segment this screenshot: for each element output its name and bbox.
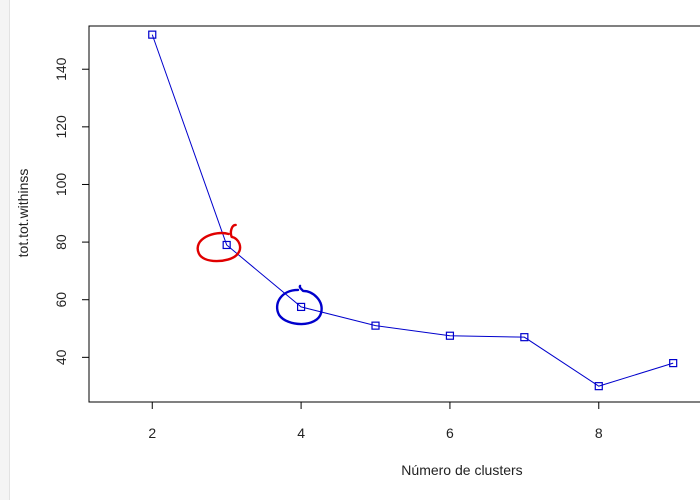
annotations (196, 223, 323, 326)
y-tick-label-80: 80 (53, 234, 69, 250)
y-axis-title: tot.tot.withinss (15, 169, 31, 258)
data-point-k7 (520, 333, 529, 342)
y-tick-label-140: 140 (53, 57, 69, 81)
data-point-k3 (222, 240, 231, 250)
y-tick-label-120: 120 (53, 115, 69, 139)
data-point-k4 (296, 302, 306, 312)
data-point-k5 (371, 321, 380, 330)
x-tick-label-6: 6 (446, 425, 454, 441)
data-point-k6 (445, 331, 455, 340)
x-axis-title: Número de clusters (401, 462, 522, 478)
x-tick-label-2: 2 (148, 425, 156, 441)
x-axis: 2 4 6 8 (148, 402, 603, 441)
series-line (151, 34, 674, 387)
x-tick-label-8: 8 (595, 425, 603, 441)
y-tick-label-60: 60 (53, 292, 69, 308)
data-point-k9 (669, 359, 678, 368)
plot-frame (88, 25, 700, 403)
y-tick-label-100: 100 (53, 173, 69, 197)
window-edge-strip (0, 0, 10, 500)
annotation-circle-k4 (275, 284, 323, 326)
annotation-circle-k3 (196, 223, 242, 263)
data-point-k8 (594, 382, 603, 391)
data-points (148, 30, 678, 391)
y-tick-label-40: 40 (53, 349, 69, 365)
y-axis: 40 60 80 100 120 140 (53, 57, 89, 365)
data-point-k2 (148, 30, 157, 39)
x-tick-label-4: 4 (297, 425, 305, 441)
